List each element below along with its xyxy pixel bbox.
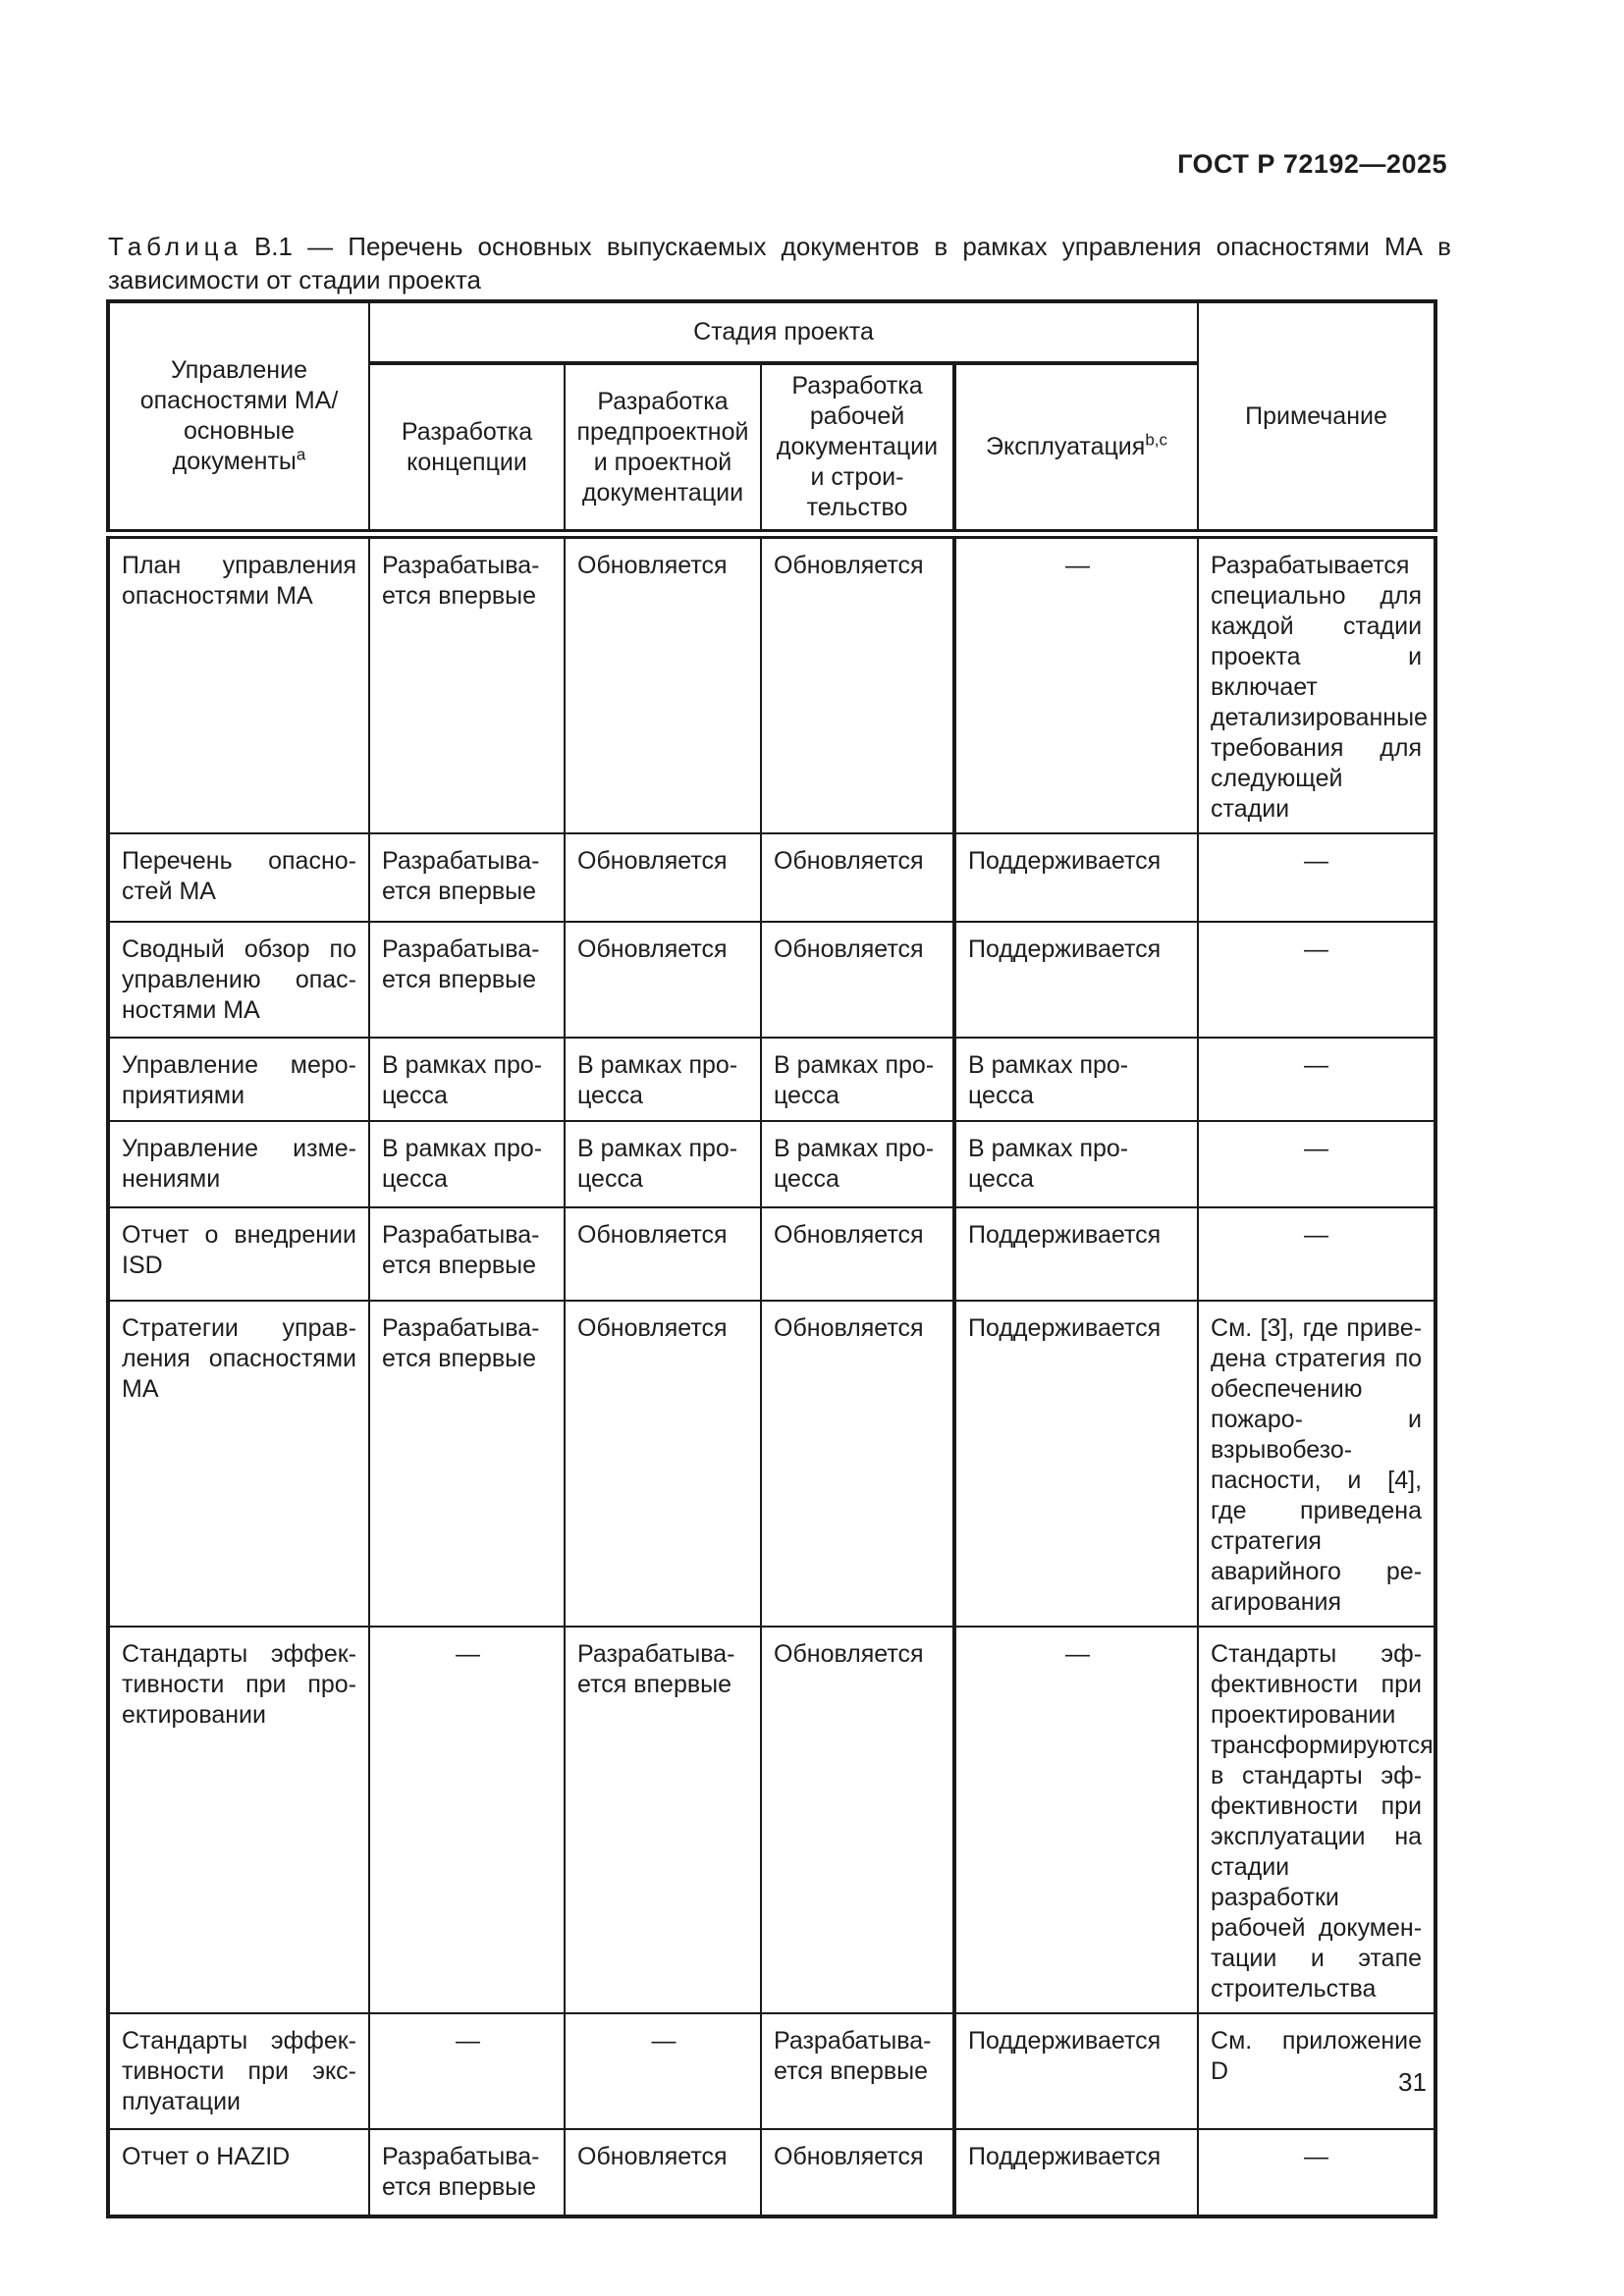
header-row-stages: Разработка концепции Разработка предпрое… (108, 362, 1435, 535)
table-body: План управления опасностями МА Разрабаты… (107, 529, 1437, 2217)
cell-stage-detailed: Обновляется (760, 1206, 955, 1302)
table-row: Управление изме­нениями В рамках про- це… (107, 1120, 1437, 1208)
cell-note: — (1197, 1206, 1437, 1302)
cell-stage-predesign: — (564, 2012, 762, 2130)
cell-document: Стандарты эффек­тивности при про­ектиров… (107, 1626, 370, 2014)
cell-note: Разрабатывается специально для каждой ст… (1197, 529, 1437, 834)
table-row: Стандарты эффек­тивности при экс­плуатац… (107, 2012, 1437, 2130)
cell-stage-predesign: Обновляется (564, 1300, 762, 1628)
cell-stage-concept: Разрабатыва- ется впервые (368, 832, 566, 923)
table-row: Управление меро­приятиями В рамках про- … (107, 1037, 1437, 1122)
table-row: Отчет о внедрении ISD Разрабатыва- ется … (107, 1206, 1437, 1302)
cell-stage-operation: — (951, 529, 1200, 834)
cell-stage-operation: Поддерживается (951, 1300, 1200, 1628)
cell-stage-concept: Разрабатыва- ется впервые (368, 1300, 566, 1628)
cell-note: Стандарты эф­фективности при проектирова… (1197, 1626, 1437, 2014)
table-row: Перечень опасно­стей МА Разрабатыва- етс… (107, 832, 1437, 923)
cell-note: — (1197, 1037, 1437, 1122)
cell-stage-concept: В рамках про- цесса (368, 1037, 566, 1122)
cell-document: Отчет о внедрении ISD (107, 1206, 370, 1302)
cell-stage-operation: Поддерживается (951, 2012, 1200, 2130)
table-caption: Таблица В.1 — Перечень основных выпускаем… (108, 230, 1451, 296)
cell-stage-detailed: В рамках про- цесса (760, 1120, 955, 1208)
header-stage-group: Стадия проекта (367, 300, 1200, 365)
cell-stage-predesign: Обновляется (564, 921, 762, 1039)
cell-note: — (1197, 1120, 1437, 1208)
header-note: Примечание (1197, 300, 1437, 535)
table-row: План управления опасностями МА Разрабаты… (107, 529, 1437, 834)
cell-document: Управление изме­нениями (107, 1120, 370, 1208)
cell-stage-operation: Поддерживается (951, 1206, 1200, 1302)
cell-stage-detailed: Обновляется (760, 1300, 955, 1628)
cell-stage-detailed: Обновляется (760, 529, 955, 834)
cell-stage-predesign: Обновляется (564, 1206, 762, 1302)
cell-note: — (1197, 2128, 1437, 2217)
cell-stage-concept: Разрабатыва- ется впервые (368, 529, 566, 834)
cell-document: Перечень опасно­стей МА (107, 832, 370, 923)
header-row-group: Управление опасностями МА/основные докум… (107, 300, 1437, 535)
cell-note: См. [3], где приве­дена стратегия по обе… (1197, 1300, 1437, 1628)
cell-stage-predesign: Обновляется (564, 832, 762, 923)
cell-stage-operation: — (951, 1626, 1200, 2014)
cell-stage-operation: Поддерживается (951, 832, 1200, 923)
header-stage-predesign: Разработка предпроектной и проектной док… (564, 362, 762, 535)
footnote-marker-bc: b,c (1145, 430, 1167, 450)
cell-note: — (1197, 832, 1437, 923)
cell-stage-concept: В рамках про- цесса (368, 1120, 566, 1208)
cell-stage-operation: Поддерживается (951, 921, 1200, 1039)
cell-note: — (1197, 921, 1437, 1039)
cell-stage-concept: — (368, 1626, 566, 2014)
cell-stage-concept: — (368, 2012, 566, 2130)
table-row: Стратегии управ­ления опасностя­ми МА Ра… (107, 1300, 1437, 1628)
table-caption-text: В.1 — Перечень основных выпускаемых доку… (108, 232, 1451, 294)
cell-stage-concept: Разрабатыва- ется впервые (368, 1206, 566, 1302)
cell-document: Управление меро­приятиями (107, 1037, 370, 1122)
cell-stage-concept: Разрабатыва- ется впервые (368, 2128, 566, 2217)
cell-stage-detailed: Обновляется (760, 2128, 955, 2217)
table-row: Отчет о HAZID Разрабатыва- ется впервые … (107, 2128, 1437, 2217)
header-stage-concept: Разработка концепции (368, 362, 566, 535)
cell-stage-predesign: В рамках про- цесса (564, 1120, 762, 1208)
cell-stage-detailed: Разрабатыва- ется впервые (760, 2012, 955, 2130)
header-stage-operation: Эксплуатацияb,c (951, 362, 1200, 535)
documents-table: Управление опасностями МА/основные докум… (106, 299, 1438, 2218)
footnote-marker-a: а (296, 445, 306, 464)
cell-stage-detailed: В рамках про- цесса (760, 1037, 955, 1122)
cell-stage-detailed: Обновляется (760, 1626, 955, 2014)
cell-stage-predesign: Разрабатыва- ется впервые (564, 1626, 762, 2014)
cell-document: Стандарты эффек­тивности при экс­плуатац… (107, 2012, 370, 2130)
cell-document: План управления опасностями МА (107, 529, 370, 834)
header-stage-detailed-design: Разработка рабочей документации и строи­… (760, 362, 955, 535)
cell-stage-detailed: Обновляется (760, 921, 955, 1039)
table-row: Стандарты эффек­тивности при про­ектиров… (107, 1626, 1437, 2014)
document-code: ГОСТ Р 72192—2025 (1177, 149, 1447, 179)
cell-stage-predesign: Обновляется (564, 529, 762, 834)
cell-document: Стратегии управ­ления опасностя­ми МА (107, 1300, 370, 1628)
cell-stage-operation: Поддерживается (951, 2128, 1200, 2217)
cell-document: Отчет о HAZID (107, 2128, 370, 2217)
cell-stage-concept: Разрабатыва- ется впервые (368, 921, 566, 1039)
table-caption-label: Таблица (108, 232, 243, 261)
header-documents: Управление опасностями МА/основные докум… (107, 300, 370, 535)
cell-stage-predesign: В рамках про- цесса (564, 1037, 762, 1122)
cell-document: Сводный обзор по управлению опас­ностями… (107, 921, 370, 1039)
table-row: Сводный обзор по управлению опас­ностями… (107, 921, 1437, 1039)
cell-stage-operation: В рамках про- цесса (951, 1037, 1200, 1122)
cell-note: См. приложение D (1197, 2012, 1437, 2130)
table-header: Управление опасностями МА/основные докум… (107, 300, 1437, 535)
page-number: 31 (1398, 2067, 1427, 2097)
cell-stage-operation: В рамках про- цесса (951, 1120, 1200, 1208)
cell-stage-predesign: Обновляется (564, 2128, 762, 2217)
cell-stage-detailed: Обновляется (760, 832, 955, 923)
